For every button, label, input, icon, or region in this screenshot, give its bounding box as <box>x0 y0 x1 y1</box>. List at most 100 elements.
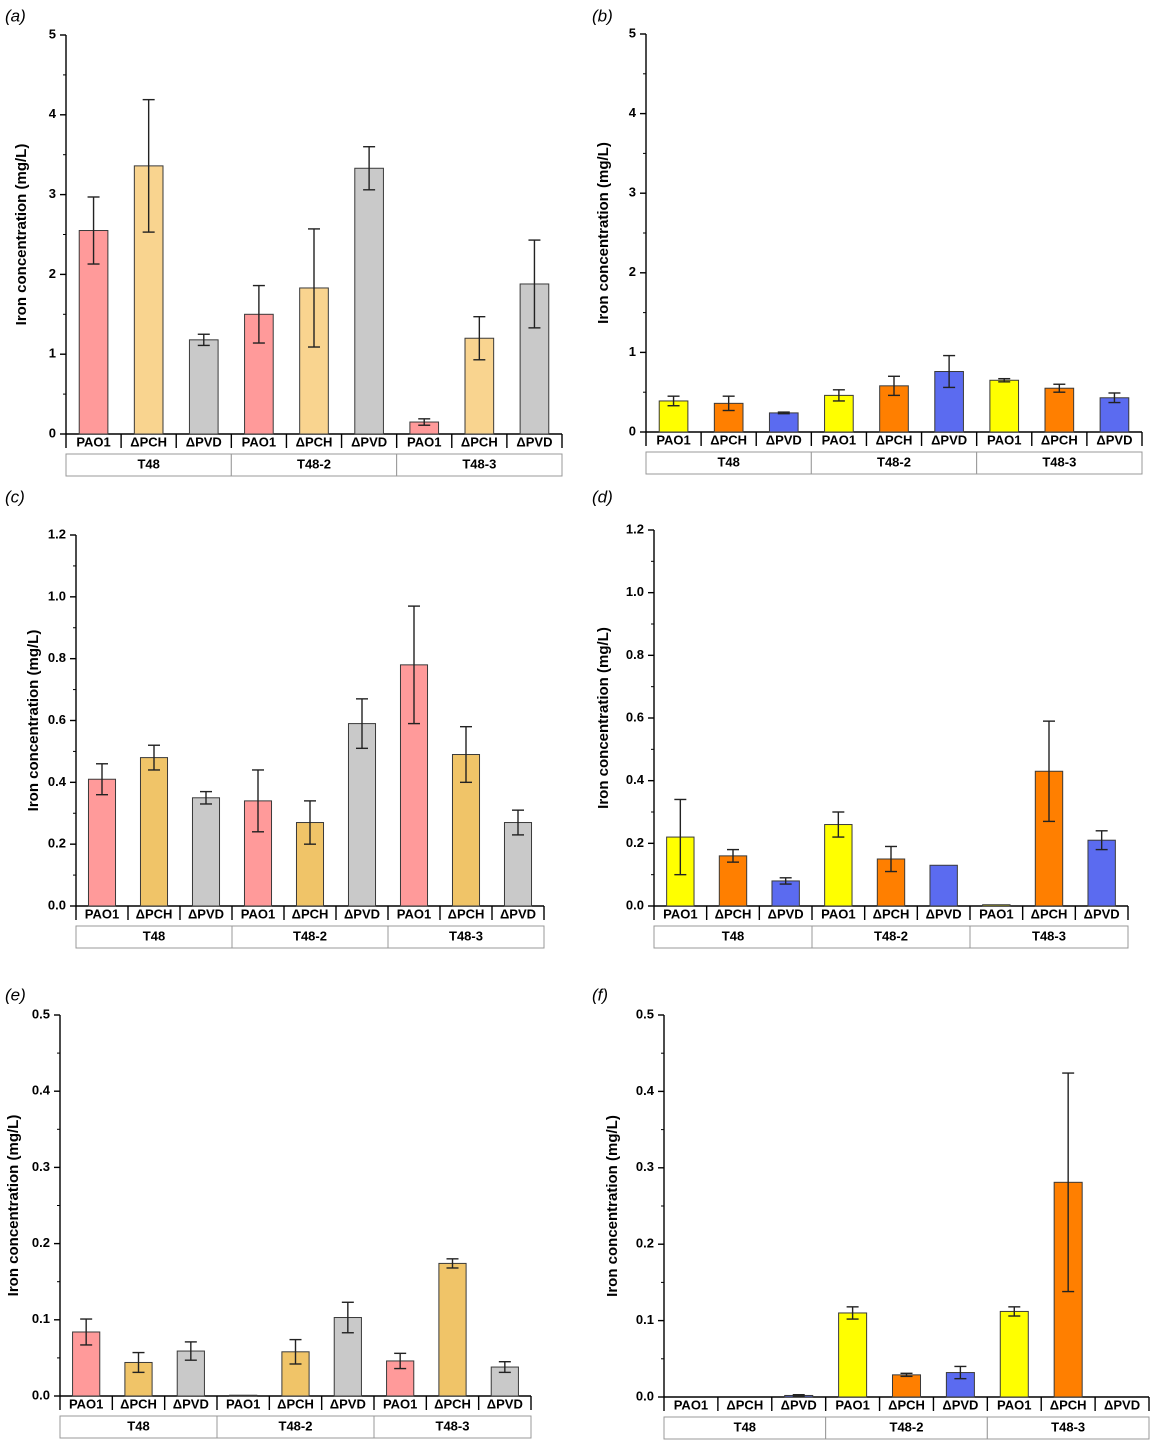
group-label: T48-3 <box>1051 1419 1085 1434</box>
category-label: ΔPVD <box>931 432 967 447</box>
chart-panel-a: (a) Iron concentration (mg/L) 0 1 2 3 4 5 PAO1 ΔP… <box>5 6 563 477</box>
category-label: ΔPCH <box>876 432 913 447</box>
y-tick-label: 0.0 <box>32 1387 50 1402</box>
bar-T48-PAO1 <box>78 230 109 435</box>
y-tick-label: 2 <box>629 264 636 279</box>
group-label: T48-2 <box>293 928 327 943</box>
chart-panel-f: (f) Iron concentration (mg/L) 0.0 0.1 0.2 0.3… <box>592 985 1150 1440</box>
y-axis-label: Iron concentration (mg/L) <box>13 144 30 326</box>
category-label: PAO1 <box>835 1397 869 1412</box>
y-tick-label: 1.2 <box>626 521 644 536</box>
group-box <box>387 925 545 949</box>
group-box <box>986 1416 1150 1440</box>
category-label: PAO1 <box>69 1396 103 1411</box>
y-tick-label: 0.4 <box>32 1083 51 1098</box>
group-box <box>969 925 1129 949</box>
group-box <box>373 1415 532 1439</box>
category-label: ΔPCH <box>130 434 167 449</box>
category-label: ΔPCH <box>292 906 329 921</box>
bar-T48-ΔPVD <box>768 412 799 433</box>
group-label: T48-2 <box>890 1419 924 1434</box>
category-label: ΔPCH <box>1041 432 1078 447</box>
group-label: T48-3 <box>462 456 496 471</box>
category-label: ΔPVD <box>344 906 380 921</box>
category-label: ΔPVD <box>188 906 224 921</box>
category-label: PAO1 <box>241 906 275 921</box>
bar-T48-2-PAO1 <box>243 800 273 907</box>
category-label: PAO1 <box>226 1396 260 1411</box>
bar-T48-2-ΔPCH <box>891 1374 922 1398</box>
category-label: ΔPCH <box>120 1396 157 1411</box>
group-label: T48-2 <box>877 454 911 469</box>
category-label: PAO1 <box>656 432 690 447</box>
category-label: PAO1 <box>997 1397 1031 1412</box>
category-label: ΔPVD <box>1104 1397 1140 1412</box>
bar-T48-ΔPVD <box>771 880 800 907</box>
y-tick-label: 0.5 <box>32 1006 50 1021</box>
category-label: ΔPVD <box>330 1396 366 1411</box>
category-label: PAO1 <box>76 434 110 449</box>
panel-label: (f) <box>592 985 608 1004</box>
category-label: ΔPVD <box>351 434 387 449</box>
category-label: ΔPVD <box>926 906 962 921</box>
group-box <box>396 453 563 477</box>
category-label: PAO1 <box>85 906 119 921</box>
y-tick-label: 0.5 <box>636 1006 654 1021</box>
category-label: PAO1 <box>674 1397 708 1412</box>
panel-label: (b) <box>592 6 613 25</box>
bar-T48-3-PAO1 <box>989 379 1020 433</box>
category-label: PAO1 <box>821 906 855 921</box>
y-tick-label: 4 <box>49 106 57 121</box>
group-label: T48-3 <box>436 1418 470 1433</box>
bar-T48-2-ΔPVD <box>354 167 384 435</box>
bar-T48-2-ΔPVD <box>929 864 958 907</box>
bar-T48-ΔPCH <box>139 757 169 907</box>
bar-T48-3-ΔPCH <box>438 1262 467 1397</box>
y-tick-label: 0.3 <box>32 1159 50 1174</box>
group-label: T48-3 <box>449 928 483 943</box>
category-label: ΔPVD <box>768 906 804 921</box>
category-label: PAO1 <box>242 434 276 449</box>
y-tick-label: 4 <box>629 105 637 120</box>
bar-T48-2-PAO1 <box>229 1394 258 1397</box>
y-tick-label: 0.1 <box>636 1312 654 1327</box>
group-label: T48-2 <box>279 1418 313 1433</box>
bar-T48-2-PAO1 <box>824 824 853 907</box>
category-label: PAO1 <box>663 906 697 921</box>
y-axis-label: Iron concentration (mg/L) <box>25 630 42 812</box>
bar-T48-2-PAO1 <box>838 1312 868 1398</box>
y-tick-label: 0.2 <box>32 1235 50 1250</box>
group-box <box>976 451 1143 475</box>
category-label: PAO1 <box>407 434 441 449</box>
group-label: T48 <box>717 454 739 469</box>
y-axis-label: Iron concentration (mg/L) <box>595 142 612 324</box>
category-label: ΔPCH <box>888 1397 925 1412</box>
y-tick-label: 0.1 <box>32 1311 50 1326</box>
category-label: ΔPCH <box>277 1396 314 1411</box>
group-label: T48-3 <box>1042 454 1076 469</box>
bar-T48-3-PAO1 <box>999 1310 1029 1398</box>
y-tick-label: 0.0 <box>626 897 644 912</box>
category-label: ΔPVD <box>766 432 802 447</box>
y-tick-label: 0.3 <box>636 1159 654 1174</box>
y-tick-label: 0.4 <box>48 774 67 789</box>
y-tick-label: 0 <box>49 425 56 440</box>
category-label: PAO1 <box>383 1396 417 1411</box>
panel-label: (a) <box>5 6 26 25</box>
category-label: PAO1 <box>987 432 1021 447</box>
y-tick-label: 1 <box>49 346 56 361</box>
y-tick-label: 1.0 <box>48 588 66 603</box>
group-label: T48 <box>734 1419 756 1434</box>
y-tick-label: 0.4 <box>626 772 645 787</box>
category-label: PAO1 <box>397 906 431 921</box>
category-label: ΔPVD <box>1084 906 1120 921</box>
bar-T48-ΔPVD <box>188 339 219 435</box>
y-tick-label: 0.8 <box>48 650 66 665</box>
category-label: ΔPVD <box>500 906 536 921</box>
y-tick-label: 2 <box>49 266 56 281</box>
group-label: T48 <box>722 928 744 943</box>
bar-T48-3-ΔPVD <box>1087 839 1116 907</box>
chart-panel-b: (b) Iron concentration (mg/L) 0 1 2 3 4 5 PAO1 ΔP… <box>592 6 1143 475</box>
y-tick-label: 0 <box>629 423 636 438</box>
